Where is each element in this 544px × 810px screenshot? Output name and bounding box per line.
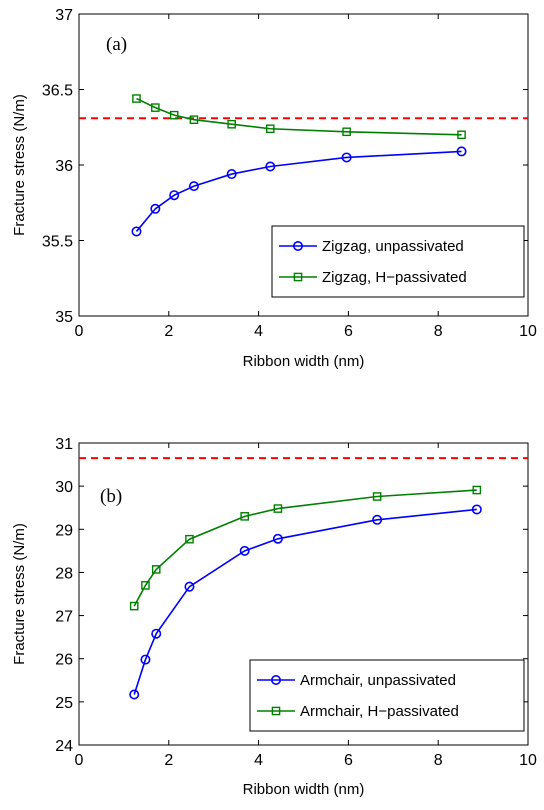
x-axis-label: Ribbon width (nm) [243,781,365,798]
series-1 [132,94,466,140]
legend-box [249,659,525,732]
y-tick-label: 29 [55,522,73,539]
y-tick-label: 35 [55,309,73,326]
y-tick-label: 30 [55,479,73,496]
data-point [226,169,237,180]
legend-marker [292,241,303,252]
panel-label: (b) [100,486,122,507]
data-point [240,512,249,521]
data-point [141,581,150,590]
data-point [273,504,283,513]
data-point [185,534,194,544]
y-tick-label: 37 [55,7,73,24]
legend-marker [271,706,281,716]
data-point [129,601,139,611]
y-tick-label: 35.5 [42,234,73,251]
legend-label: Armchair, H−passivated [300,703,459,720]
legend-marker [293,272,303,282]
data-point [169,110,179,120]
data-point [272,533,283,544]
data-point [132,94,141,103]
x-tick-label: 6 [344,323,353,340]
legend-label: Zigzag, unpassivated [322,238,464,255]
data-point [151,565,161,574]
data-point [265,124,275,134]
data-point [341,152,352,163]
legend-marker [270,674,281,685]
legend: Armchair, unpassivated Armchair, H−passiv… [249,659,525,732]
y-tick-label: 27 [55,609,73,626]
series-0 [131,146,467,237]
y-axis-label: Fracture stress (N/m) [11,94,28,236]
y-tick-label: 25 [55,695,73,712]
y-tick-label: 26 [55,652,73,669]
panel-label: (a) [106,34,127,55]
chart-panel-0: 0 2 4 6 8 10 35 35.5 36 36.5 37 Ribbon width (nm) Fr… [11,7,537,370]
y-tick-label: 28 [55,565,73,582]
legend: Zigzag, unpassivated Zigzag, H−passivated [271,225,525,298]
x-tick-label: 10 [519,752,537,769]
x-tick-label: 8 [434,323,443,340]
data-point [151,628,162,639]
data-point [227,119,236,129]
data-point [140,654,151,665]
legend-item: Zigzag, H−passivated [279,269,467,286]
data-point [265,161,276,172]
x-tick-label: 0 [75,752,84,769]
x-tick-label: 0 [75,323,84,340]
series-0 [129,504,482,700]
data-point [150,203,161,214]
legend-item: Armchair, H−passivated [257,703,459,720]
series-line [133,489,477,607]
data-point [342,127,351,137]
data-point [372,514,383,525]
series-1 [129,485,482,611]
data-point [184,581,195,592]
x-tick-label: 6 [344,752,353,769]
x-tick-label: 4 [254,323,263,340]
legend-item: Zigzag, unpassivated [279,238,464,255]
data-point [129,689,140,700]
data-point [457,130,466,140]
data-point [169,190,180,201]
data-point [188,181,199,192]
data-point [151,103,160,112]
legend-item: Armchair, unpassivated [257,672,456,689]
data-point [472,485,482,495]
y-tick-label: 24 [55,738,73,755]
legend-box [271,225,525,298]
data-point [471,504,482,515]
data-point [372,492,382,501]
x-tick-label: 8 [434,752,443,769]
x-tick-label: 10 [519,323,537,340]
y-axis-label: Fracture stress (N/m) [11,523,28,665]
x-tick-label: 2 [164,323,173,340]
x-tick-label: 2 [164,752,173,769]
legend-label: Zigzag, H−passivated [322,269,467,286]
data-point [456,146,467,157]
data-point [131,226,142,237]
legend-label: Armchair, unpassivated [300,672,456,689]
data-point [239,545,250,556]
y-tick-label: 36 [55,158,73,175]
y-tick-label: 31 [55,436,73,453]
y-tick-label: 36.5 [42,83,73,100]
x-axis-label: Ribbon width (nm) [243,353,365,370]
x-tick-label: 4 [254,752,263,769]
data-point [189,115,199,124]
